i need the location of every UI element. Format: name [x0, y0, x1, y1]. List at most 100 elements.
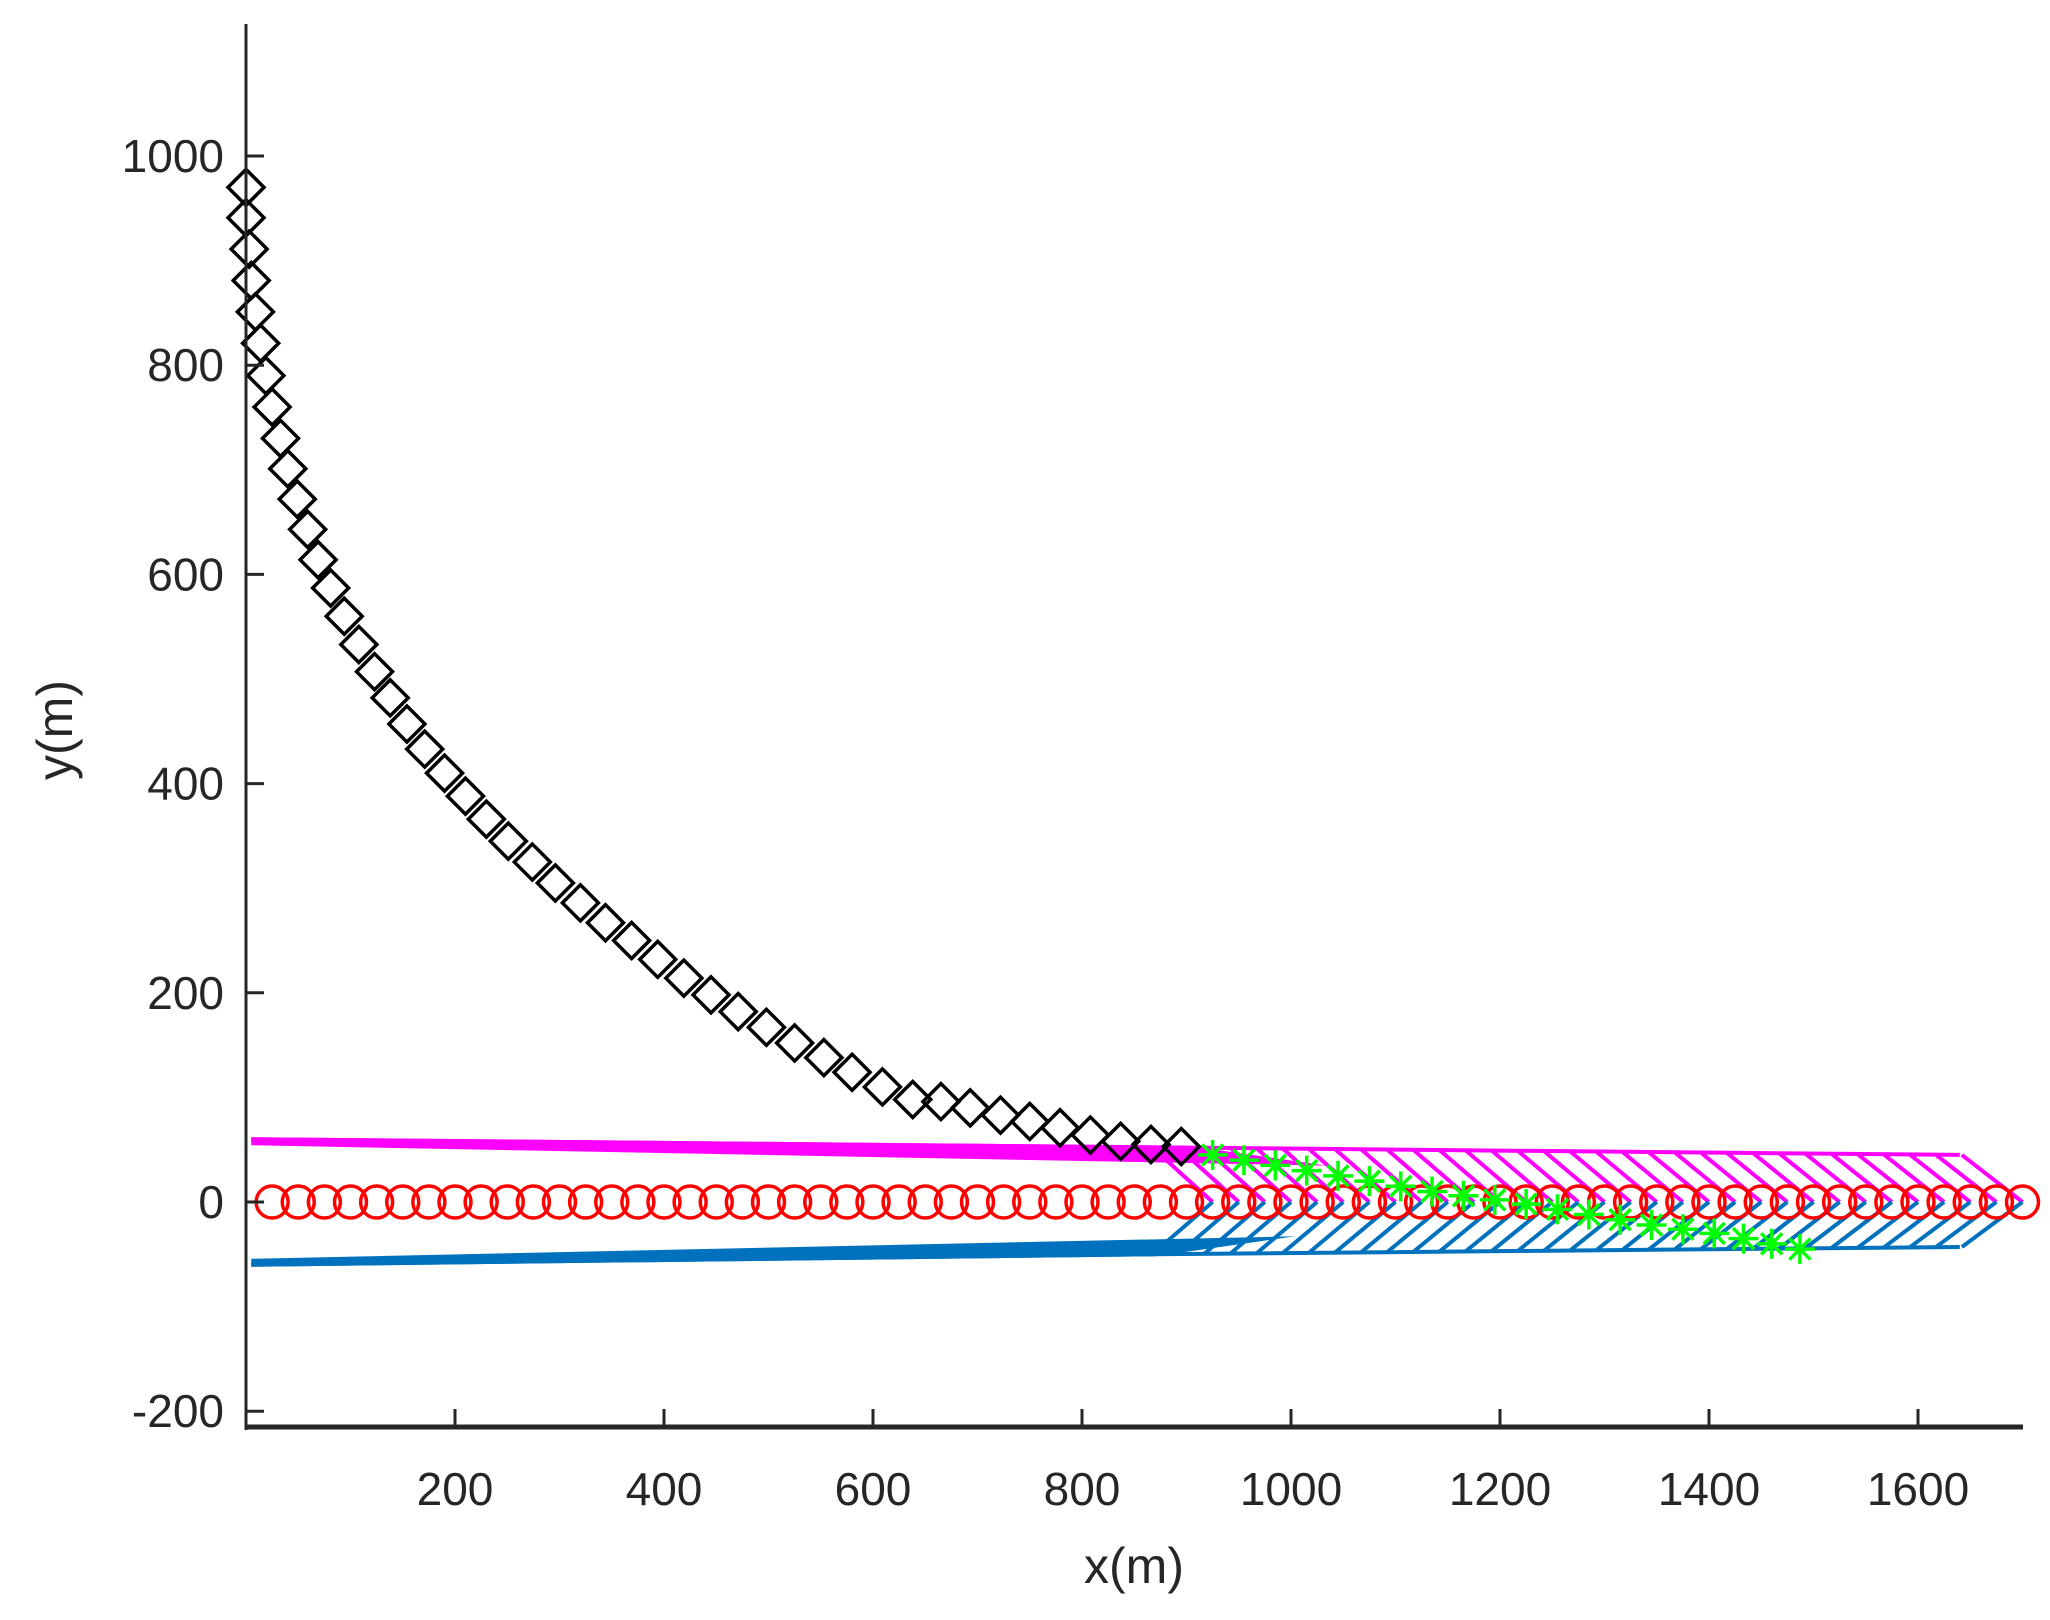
star-marker: [1197, 1139, 1228, 1170]
diamond-marker: [276, 478, 318, 520]
x-tick-label: 1200: [1449, 1463, 1551, 1515]
red-circle-marker: [306, 1184, 343, 1220]
red-circle-marker: [881, 1184, 917, 1220]
chevron-lower-arm: [1856, 1200, 1920, 1250]
diamond-marker: [424, 752, 466, 794]
red-circle-marker: [1325, 1184, 1361, 1220]
star-marker: [1323, 1160, 1354, 1191]
red-circle-marker: [803, 1184, 839, 1220]
chevron-lower-arm: [1307, 1200, 1371, 1255]
red-circle-marker: [672, 1184, 708, 1220]
y-tick-label: 600: [147, 548, 224, 600]
red-circle-marker: [1299, 1184, 1335, 1220]
chevron-upper-arm: [1385, 1147, 1450, 1204]
diamond-marker: [1039, 1107, 1081, 1149]
chevron-lower-arm: [1960, 1200, 2024, 1249]
diamond-marker: [803, 1037, 845, 1079]
diamond-marker: [297, 539, 339, 581]
x-tick-label: 200: [417, 1463, 494, 1515]
star-marker: [1636, 1210, 1667, 1241]
red-circle-marker: [1247, 1184, 1283, 1220]
red-circle-marker: [933, 1184, 970, 1220]
red-circle-marker: [1038, 1184, 1074, 1220]
star-marker: [1784, 1234, 1815, 1265]
green-star-series: [1197, 1139, 1815, 1265]
red-circle-marker: [750, 1184, 787, 1220]
red-circle-marker: [358, 1184, 395, 1220]
chevron-upper-arm: [1620, 1150, 1685, 1204]
x-tick-label: 1400: [1658, 1463, 1760, 1515]
chevron-lower-arm: [1751, 1200, 1815, 1251]
diamond-marker: [487, 820, 529, 862]
axes: [244, 24, 2023, 1430]
diamond-marker: [745, 1006, 787, 1048]
red-circle-marker: [1194, 1184, 1231, 1220]
red-circle-marker: [1874, 1184, 1910, 1220]
diamond-marker: [611, 920, 653, 961]
red-circle-marker: [1221, 1184, 1257, 1220]
star-marker: [1354, 1166, 1385, 1197]
blue-lower-boundary-band: [251, 1236, 1296, 1267]
chevron-lower-arm: [1882, 1200, 1946, 1250]
chevron-upper-arm: [1856, 1152, 1920, 1204]
star-marker: [1511, 1189, 1542, 1220]
red-circle-marker: [855, 1184, 891, 1220]
y-tick-label: 1000: [122, 130, 224, 182]
red-circle-marker: [1612, 1184, 1649, 1220]
chevron-lower-arm: [1385, 1200, 1450, 1254]
diamond-marker: [1069, 1114, 1111, 1156]
chevron-upper-arm: [1516, 1149, 1580, 1204]
red-circle-marker: [515, 1184, 552, 1220]
diamond-marker: [774, 1022, 816, 1064]
diamond-marker: [690, 974, 732, 1016]
red-circle-marker: [1090, 1184, 1126, 1220]
y-tick-label: 200: [147, 967, 224, 1019]
diamond-marker: [949, 1087, 991, 1129]
star-marker: [1448, 1180, 1479, 1211]
chevron-lower-arm: [1725, 1200, 1789, 1251]
chevron-lower-arm: [1803, 1200, 1867, 1250]
red-circle-marker: [594, 1184, 630, 1220]
red-circle-marker: [1403, 1184, 1440, 1220]
star-marker: [1542, 1194, 1573, 1225]
chevron-upper-arm: [1777, 1151, 1841, 1204]
chevron-lower-arm: [1464, 1200, 1528, 1254]
chevron-lower-arm: [1908, 1200, 1972, 1250]
diamond-marker: [310, 567, 352, 609]
diamond-marker: [663, 957, 705, 999]
chevron-upper-arm: [1960, 1153, 2024, 1204]
chevron-lower-arm: [1333, 1200, 1397, 1255]
red-circle-marker: [776, 1184, 813, 1220]
diamond-marker: [386, 703, 428, 745]
red-circle-marker: [1900, 1184, 1936, 1220]
chevron-upper-arm: [1568, 1149, 1632, 1204]
star-marker: [1385, 1171, 1416, 1202]
red-circle-marker: [1952, 1184, 1988, 1220]
chevron-upper-arm: [1908, 1152, 1972, 1204]
red-circle-marker: [541, 1184, 578, 1220]
red-circle-marker: [1978, 1184, 2015, 1220]
chevron-lower-arm: [1202, 1200, 1267, 1256]
magenta-upper-boundary-band: [251, 1137, 1327, 1166]
diamond-marker: [444, 775, 486, 817]
red-circle-marker: [411, 1184, 447, 1220]
x-tick-label: 1000: [1240, 1463, 1342, 1515]
red-circle-marker: [385, 1184, 421, 1220]
diamond-marker: [369, 677, 411, 719]
star-marker: [1228, 1145, 1259, 1176]
red-circle-marker: [1691, 1184, 1727, 1220]
red-circle-marker: [1142, 1184, 1179, 1220]
chevron-upper-arm: [1830, 1152, 1894, 1204]
diamond-marker: [323, 595, 365, 637]
diamond-marker: [534, 862, 576, 904]
chevron-upper-arm: [1647, 1150, 1711, 1204]
red-circle-marker: [2004, 1184, 2041, 1220]
chevron-upper-arm: [1699, 1150, 1763, 1204]
star-marker: [1417, 1176, 1448, 1207]
chevron-upper-arm: [1934, 1153, 1998, 1204]
y-tick-label: 400: [147, 758, 224, 810]
chevron-lower-arm: [1176, 1200, 1241, 1256]
chevron-upper-arm: [1882, 1152, 1946, 1204]
chevron-lower-arm: [1490, 1200, 1554, 1253]
